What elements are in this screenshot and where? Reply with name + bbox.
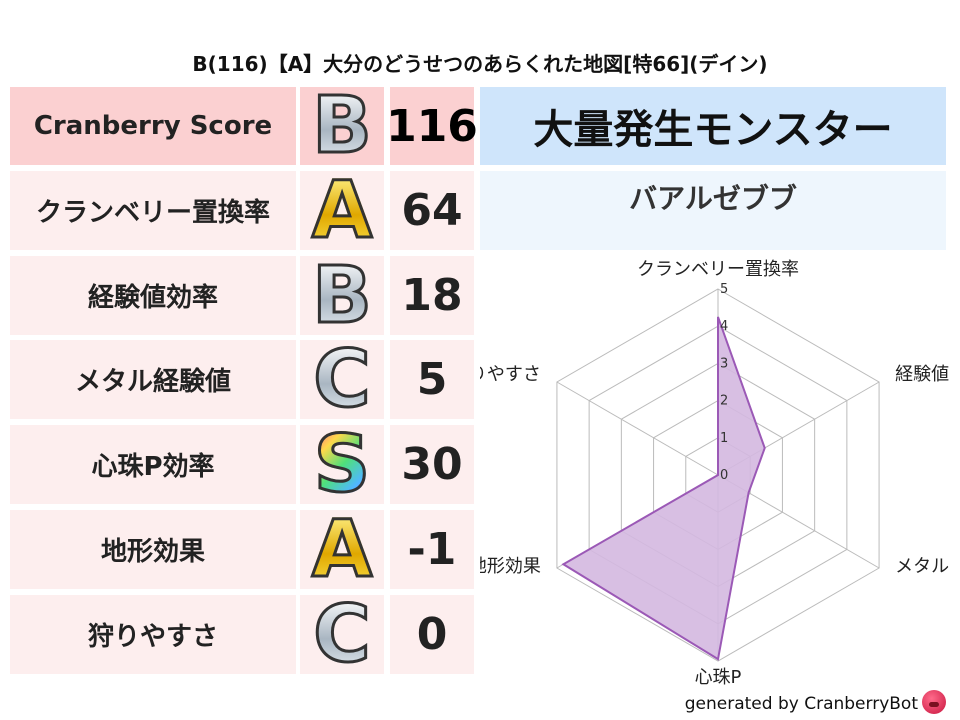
series-area [561, 316, 766, 661]
monster-header: 大量発生モンスター [480, 87, 946, 165]
tick-label: 2 [720, 394, 728, 409]
axis-label: 地形効果 [480, 556, 541, 577]
axis-label: 心珠P [695, 667, 742, 688]
axis-label: 狩りやすさ [480, 364, 541, 385]
tick-label: 5 [720, 282, 728, 297]
grade-badge: A [310, 165, 373, 256]
grade-cell: B [300, 250, 384, 341]
grade-cell: C [300, 589, 384, 680]
grade-badge: B [311, 250, 373, 341]
footer-credit: generated by CranberryBot [684, 694, 918, 714]
row-value: 0 [390, 595, 474, 674]
cranberry-mascot-icon [922, 690, 946, 714]
grade-badge: C [312, 589, 372, 680]
axis-label: 経験値 [895, 364, 949, 385]
row-label: 地形効果 [10, 510, 296, 589]
grade-badge: B [311, 81, 373, 171]
row-label: 経験値効率 [10, 256, 296, 335]
grade-badge: A [310, 504, 373, 595]
tick-label: 4 [720, 319, 728, 334]
monster-name: バアルゼブブ [480, 171, 946, 250]
row-value: 116 [386, 87, 478, 165]
grade-cell: A [300, 165, 384, 256]
grade-badge: C [312, 334, 372, 425]
tick-label: 3 [720, 356, 728, 371]
page-title: B(116)【A】大分のどうせつのあらくれた地図[特66](デイン) [192, 52, 768, 76]
grid-spoke [556, 381, 719, 476]
grade-badge: S [312, 419, 371, 510]
row-label: 心珠P効率 [10, 425, 296, 504]
row-value: 5 [390, 340, 474, 419]
axis-label: クランベリー置換率 [637, 259, 799, 280]
row-value: -1 [390, 510, 474, 589]
row-label: 狩りやすさ [10, 595, 296, 674]
grade-cell: B [300, 81, 384, 171]
grade-cell: A [300, 504, 384, 595]
row-label: Cranberry Score [10, 87, 296, 165]
grade-cell: C [300, 334, 384, 425]
tick-label: 1 [720, 431, 728, 446]
row-value: 64 [390, 171, 474, 250]
grade-cell: S [300, 419, 384, 510]
tick-label: 0 [720, 468, 728, 483]
row-label: メタル経験値 [10, 340, 296, 419]
row-value: 18 [390, 256, 474, 335]
axis-label: メタル [895, 556, 949, 577]
row-label: クランベリー置換率 [10, 171, 296, 250]
row-value: 30 [390, 425, 474, 504]
